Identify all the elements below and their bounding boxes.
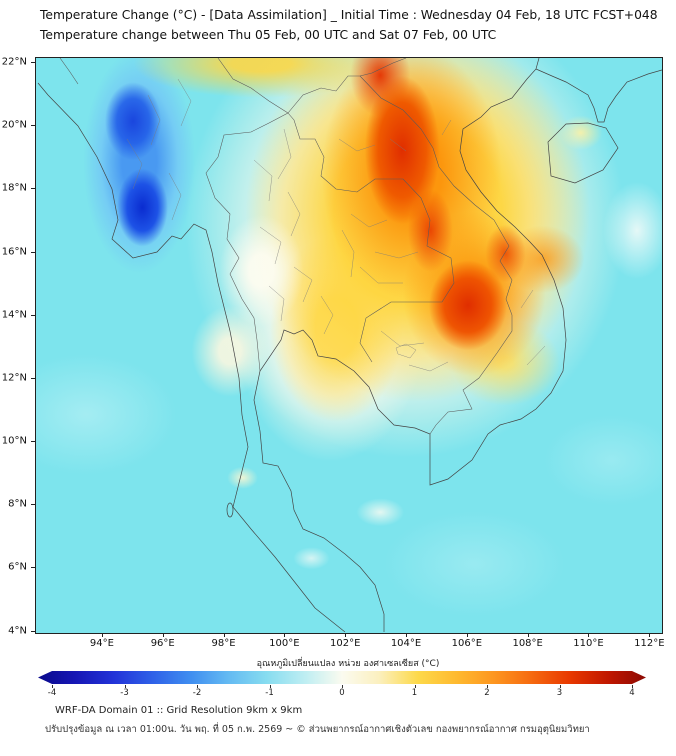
y-tick-label: 12°N	[1, 372, 27, 384]
colorbar	[38, 671, 646, 684]
x-tick-mark	[406, 633, 408, 637]
y-tick-label: 8°N	[8, 498, 27, 510]
y-tick-label: 22°N	[1, 56, 27, 68]
colorbar-tick-label: -2	[192, 688, 202, 698]
footer-domain-info: WRF-DA Domain 01 :: Grid Resolution 9km …	[55, 705, 303, 716]
colorbar-tick-label: 3	[556, 688, 563, 698]
colorbar-label: อุณหภูมิเปลี่ยนแปลง หน่วย องศาเซลเซียส (…	[256, 659, 440, 669]
x-tick-mark	[223, 633, 225, 637]
colorbar-tick-label: 0	[339, 688, 345, 698]
colorbar-tick-label: -4	[47, 688, 57, 698]
x-tick-mark	[588, 633, 590, 637]
colorbar-tick-mark	[414, 685, 416, 688]
y-tick-label: 10°N	[1, 435, 27, 447]
y-tick-mark	[31, 188, 35, 190]
y-tick-label: 20°N	[1, 119, 27, 131]
y-tick-label: 6°N	[8, 561, 27, 573]
x-tick-mark	[649, 633, 651, 637]
y-tick-mark	[31, 441, 35, 443]
x-tick-mark	[466, 633, 468, 637]
colorbar-tick-mark	[52, 685, 53, 688]
colorbar-tick-label: 1	[411, 688, 418, 698]
x-tick-label: 108°E	[512, 638, 543, 649]
phuket-island	[226, 502, 234, 518]
x-tick-label: 102°E	[329, 638, 361, 649]
y-tick-mark	[31, 630, 35, 632]
tonle-sap-lake	[395, 343, 417, 359]
x-tick-label: 112°E	[634, 638, 665, 649]
colorbar-tick-mark	[269, 685, 271, 688]
colorbar-tick-mark	[197, 685, 198, 688]
x-tick-label: 94°E	[89, 638, 114, 649]
x-tick-mark	[101, 633, 103, 637]
colorbar-tick-label: 4	[629, 688, 635, 698]
x-tick-label: 106°E	[451, 638, 483, 649]
y-tick-mark	[31, 567, 35, 569]
y-tick-mark	[31, 314, 35, 316]
y-tick-mark	[31, 125, 35, 127]
map-title: Temperature Change (°C) - [Data Assimila…	[40, 8, 658, 22]
x-tick-label: 96°E	[150, 638, 175, 649]
temperature-field	[36, 58, 662, 633]
x-tick-label: 110°E	[573, 638, 604, 649]
map-subtitle: Temperature change between Thu 05 Feb, 0…	[40, 28, 497, 42]
x-tick-label: 100°E	[269, 638, 300, 649]
y-tick-mark	[31, 377, 35, 379]
x-axis: 94°E 96°E 98°E 100°E 102°E 104°E 106°E 108°E 110…	[35, 633, 665, 651]
y-tick-label: 14°N	[1, 309, 27, 321]
country-borders	[59, 58, 513, 435]
y-axis: 22°N 20°N 18°N 16°N 14°N 12°N 10°N 8°N 6°N 4°N	[0, 56, 35, 637]
coastline	[37, 58, 662, 633]
colorbar-tick-label: -3	[120, 688, 129, 698]
province-borders	[126, 78, 546, 372]
x-tick-mark	[162, 633, 164, 637]
colorbar-tick-mark	[342, 685, 343, 688]
colorbar-tick-mark	[124, 685, 126, 688]
x-tick-mark	[284, 633, 286, 637]
colorbar-tick-mark	[559, 685, 561, 688]
map-borders	[37, 58, 662, 633]
x-tick-label: 98°E	[211, 638, 236, 649]
colorbar-ticks: -4 -3 -2 -1 0 1 2 3 4	[48, 685, 635, 699]
map-plot	[35, 57, 663, 634]
x-tick-mark	[345, 633, 347, 637]
y-tick-label: 16°N	[1, 246, 27, 258]
y-tick-mark	[31, 251, 35, 253]
colorbar-tick-label: -1	[265, 688, 274, 698]
x-tick-label: 104°E	[390, 638, 422, 649]
colorbar-tick-label: 2	[484, 688, 490, 698]
colorbar-tick-mark	[487, 685, 488, 688]
y-tick-mark	[31, 62, 35, 64]
y-tick-label: 4°N	[8, 625, 27, 637]
colorbar-tick-mark	[632, 685, 633, 688]
y-tick-label: 18°N	[1, 182, 27, 194]
x-tick-mark	[527, 633, 529, 637]
y-tick-mark	[31, 504, 35, 506]
hainan-island	[547, 122, 619, 184]
footer-update-info: ปรับปรุงข้อมูล ณ เวลา 01:00น. วัน พฤ. ที…	[45, 724, 590, 735]
